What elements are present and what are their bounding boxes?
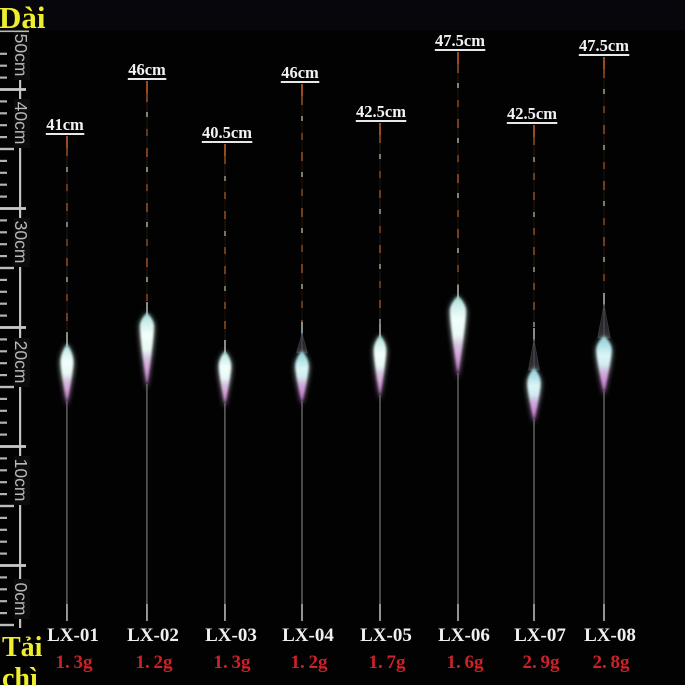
svg-text:20cm: 20cm bbox=[11, 341, 31, 384]
svg-text:1. 7g: 1. 7g bbox=[368, 652, 406, 673]
svg-text:40.5cm: 40.5cm bbox=[202, 123, 252, 142]
svg-text:42.5cm: 42.5cm bbox=[507, 104, 557, 123]
svg-text:LX-03: LX-03 bbox=[205, 625, 257, 646]
svg-text:1. 3g: 1. 3g bbox=[213, 652, 251, 673]
svg-text:30cm: 30cm bbox=[11, 221, 31, 264]
svg-text:2. 8g: 2. 8g bbox=[592, 652, 630, 673]
svg-text:LX-06: LX-06 bbox=[438, 625, 490, 646]
svg-text:1. 2g: 1. 2g bbox=[135, 652, 173, 673]
svg-text:Tải: Tải bbox=[2, 632, 43, 663]
svg-text:46cm: 46cm bbox=[281, 63, 319, 82]
svg-text:2. 9g: 2. 9g bbox=[522, 652, 560, 673]
svg-text:LX-05: LX-05 bbox=[360, 625, 412, 646]
svg-text:1. 3g: 1. 3g bbox=[55, 652, 93, 673]
svg-text:40cm: 40cm bbox=[11, 102, 31, 145]
svg-text:LX-07: LX-07 bbox=[514, 625, 566, 646]
svg-text:Dài: Dài bbox=[0, 0, 46, 35]
svg-text:41cm: 41cm bbox=[46, 115, 84, 134]
svg-text:LX-01: LX-01 bbox=[47, 625, 99, 646]
svg-text:47.5cm: 47.5cm bbox=[579, 36, 629, 55]
svg-text:1. 6g: 1. 6g bbox=[446, 652, 484, 673]
svg-text:10cm: 10cm bbox=[11, 459, 31, 502]
svg-text:47.5cm: 47.5cm bbox=[435, 31, 485, 50]
svg-text:1. 2g: 1. 2g bbox=[290, 652, 328, 673]
svg-text:LX-04: LX-04 bbox=[282, 625, 334, 646]
svg-text:50cm: 50cm bbox=[11, 34, 31, 77]
svg-text:LX-02: LX-02 bbox=[127, 625, 179, 646]
svg-text:0cm: 0cm bbox=[11, 582, 31, 615]
svg-text:46cm: 46cm bbox=[128, 60, 166, 79]
svg-text:chì: chì bbox=[2, 663, 38, 685]
svg-text:42.5cm: 42.5cm bbox=[356, 102, 406, 121]
svg-text:LX-08: LX-08 bbox=[584, 625, 636, 646]
